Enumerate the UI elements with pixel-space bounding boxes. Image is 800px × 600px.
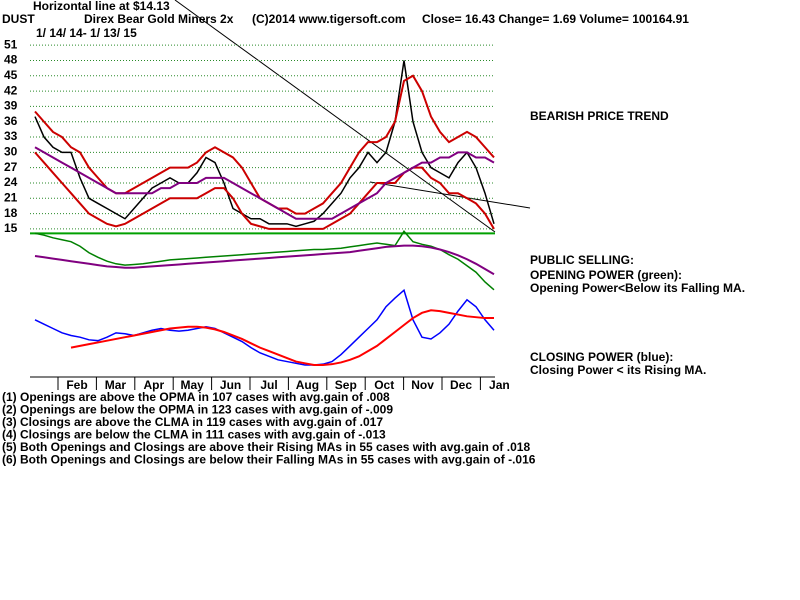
x-tick-label: Oct [374, 378, 394, 392]
series-line [34, 244, 495, 276]
x-tick-label: Sep [335, 378, 357, 392]
series-line [34, 151, 495, 230]
series-line [34, 60, 495, 228]
op-title: OPENING POWER (green): [530, 268, 682, 282]
x-tick-label: Jun [220, 378, 241, 392]
cp-text: Closing Power < its Rising MA. [530, 363, 706, 377]
note-line: (6) Both Openings and Closings are below… [2, 453, 536, 467]
y-tick-label: 39 [4, 99, 18, 113]
trend-label: BEARISH PRICE TREND [530, 109, 669, 123]
x-tick-label: Jul [260, 378, 277, 392]
y-tick-label: 27 [4, 160, 18, 174]
x-tick-label: Apr [143, 378, 164, 392]
y-tick-label: 45 [4, 68, 18, 82]
note-line: (4) Closings are below the CLMA in 111 c… [2, 428, 386, 442]
copyright: (C)2014 www.tigersoft.com [252, 12, 406, 26]
series-line [34, 74, 495, 215]
cp-title: CLOSING POWER (blue): [530, 350, 673, 364]
y-tick-label: 24 [4, 175, 18, 189]
quote: Close= 16.43 Change= 1.69 Volume= 100164… [422, 12, 689, 26]
y-tick-label: 48 [4, 53, 18, 67]
op-text: Opening Power<Below its Falling MA. [530, 281, 745, 295]
x-tick-label: May [181, 378, 205, 392]
y-tick-label: 21 [4, 190, 18, 204]
note: Horizontal line at $14.13 [33, 0, 170, 13]
selling-label: PUBLIC SELLING: [530, 253, 634, 267]
y-tick-label: 30 [4, 145, 18, 159]
date-range: 1/ 14/ 14- 1/ 13/ 15 [36, 26, 137, 40]
trend-line [369, 181, 531, 209]
series-line [34, 230, 495, 291]
x-tick-label: Nov [411, 378, 434, 392]
note-line: (5) Both Openings and Closings are above… [2, 440, 530, 454]
x-tick-label: Dec [450, 378, 472, 392]
series-line [34, 146, 495, 220]
x-tick-label: Aug [296, 378, 319, 392]
series-line [34, 288, 495, 366]
y-tick-label: 36 [4, 114, 18, 128]
x-tick-label: Jan [489, 378, 510, 392]
y-tick-label: 42 [4, 83, 18, 97]
y-tick-label: 15 [4, 221, 18, 235]
fund-name: Direx Bear Gold Miners 2x [84, 12, 234, 26]
note-line: (2) Openings are below the OPMA in 123 c… [2, 403, 393, 417]
y-tick-label: 18 [4, 206, 18, 220]
y-tick-label: 33 [4, 129, 18, 143]
note-line: (1) Openings are above the OPMA in 107 c… [2, 390, 390, 404]
x-tick-label: Mar [105, 378, 127, 392]
x-tick-label: Feb [66, 378, 87, 392]
series-line [70, 309, 494, 367]
y-tick-label: 51 [4, 37, 18, 51]
trend-line [174, 0, 496, 233]
note-line: (3) Closings are above the CLMA in 119 c… [2, 415, 383, 429]
symbol: DUST [2, 12, 35, 26]
